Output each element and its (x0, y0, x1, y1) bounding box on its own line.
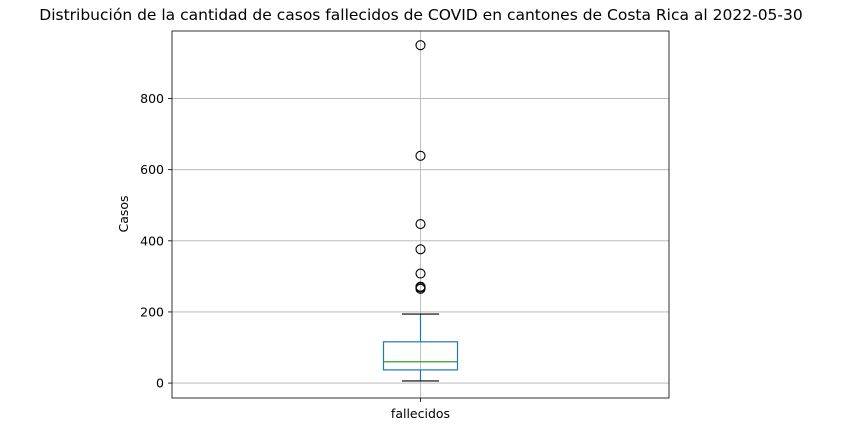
y-tick-label: 400 (140, 233, 164, 248)
axis-layer: 0 200 400 600 800 fallecidos (140, 91, 450, 421)
y-tick-label: 800 (140, 91, 164, 106)
outlier-point (415, 40, 426, 51)
x-tick-label: fallecidos (391, 406, 450, 421)
chart-title: Distribución de la cantidad de casos fal… (39, 6, 802, 24)
outlier-point (415, 244, 426, 255)
outlier-point (415, 219, 426, 230)
y-tick-label: 0 (156, 376, 164, 391)
iqr-box (382, 341, 459, 371)
outlier-point (415, 268, 426, 279)
plot-layer (382, 40, 459, 382)
grid-layer (172, 31, 669, 398)
y-axis-label: Casos (116, 195, 131, 232)
outlier-point (415, 281, 426, 292)
outlier-point (415, 150, 426, 161)
y-tick-label: 200 (140, 304, 164, 319)
y-tick-label: 600 (140, 162, 164, 177)
